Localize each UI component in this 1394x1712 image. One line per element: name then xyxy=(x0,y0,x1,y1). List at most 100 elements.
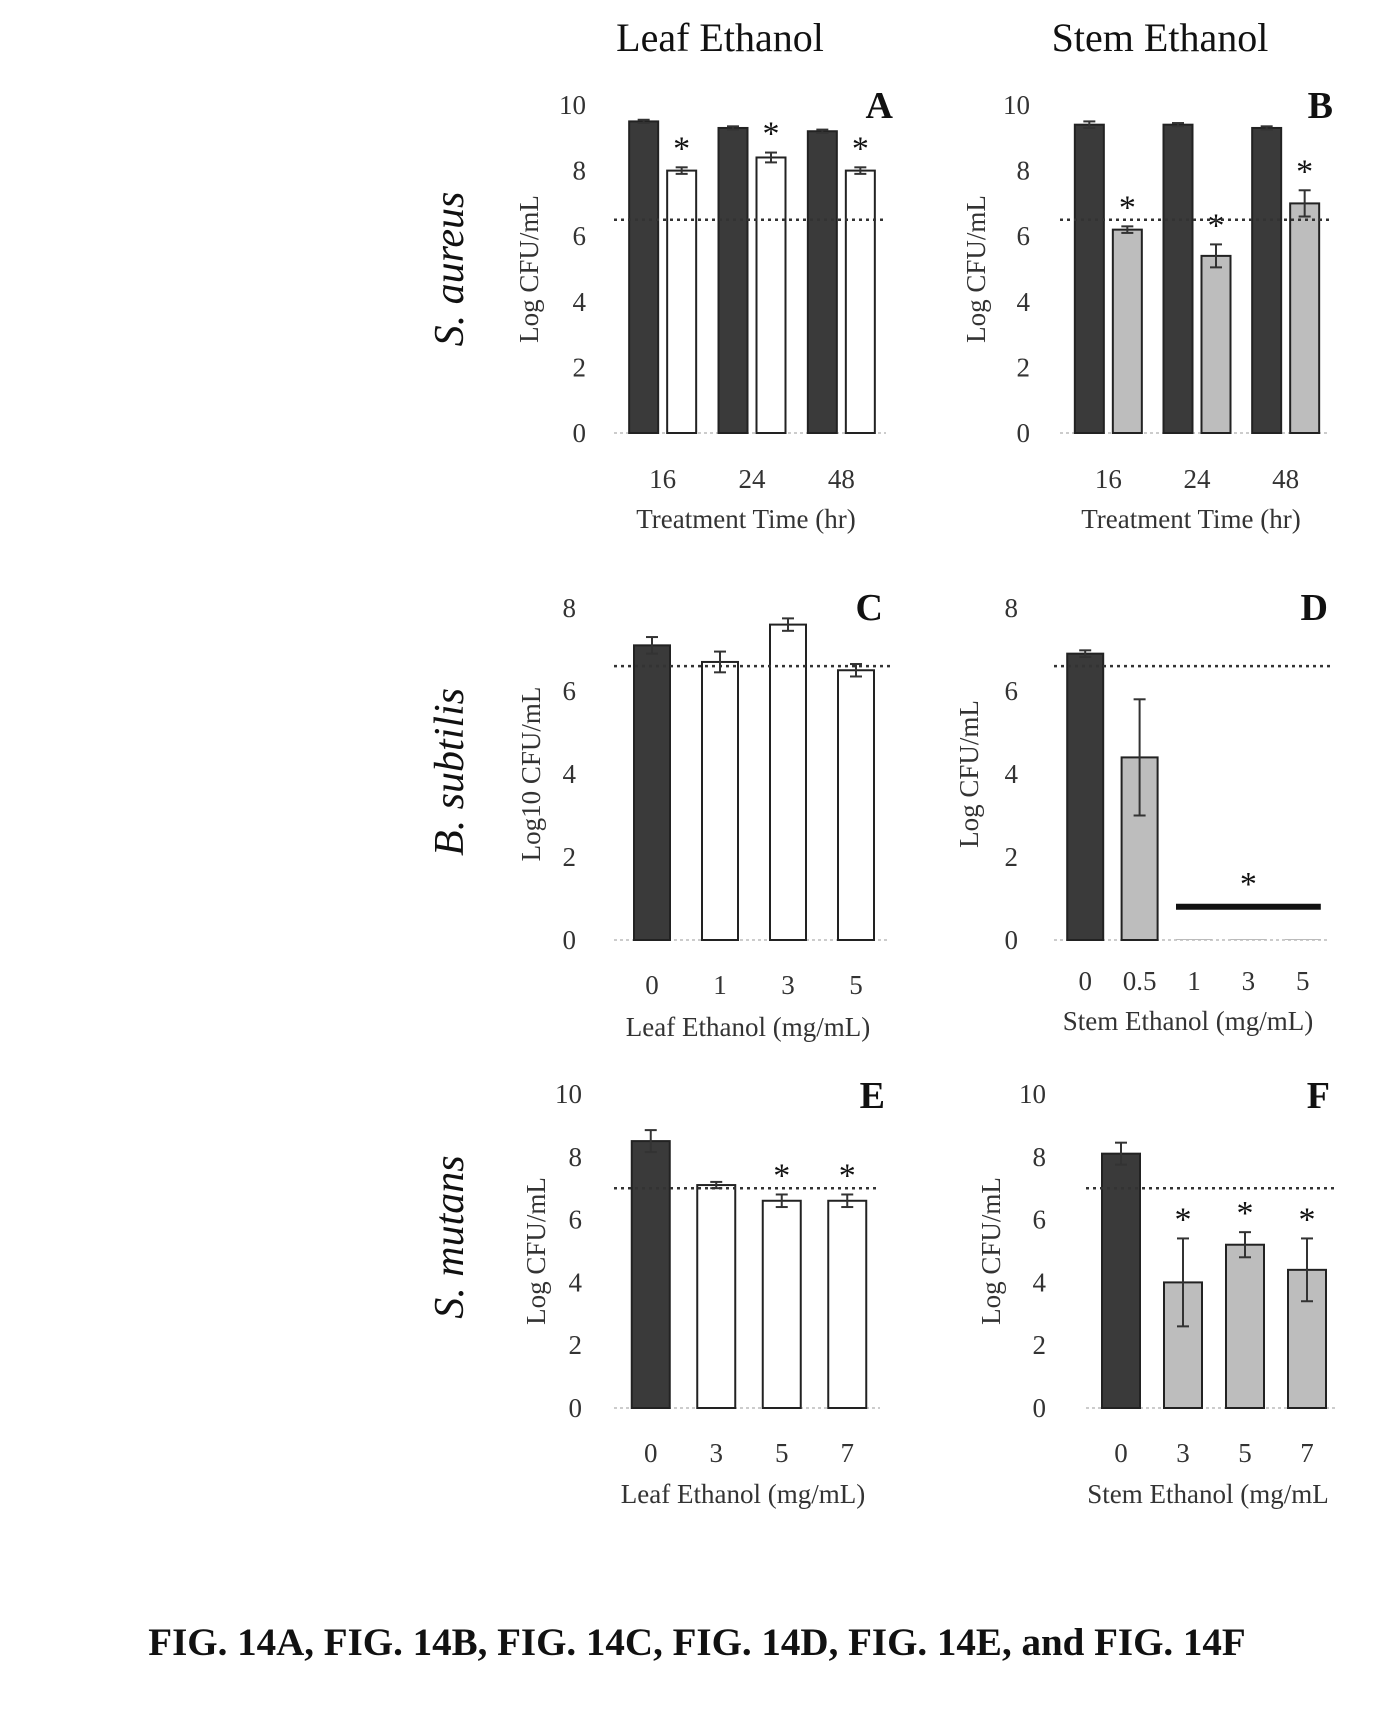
x-tick-label-1: 0.5 xyxy=(1123,966,1157,996)
x-tick-label-0: 0 xyxy=(1114,1438,1128,1468)
y-tick-label-5: 10 xyxy=(559,90,586,120)
y-tick-label-2: 4 xyxy=(563,759,577,789)
x-axis-label: Treatment Time (hr) xyxy=(636,504,856,534)
x-tick-label-1: 3 xyxy=(1176,1438,1190,1468)
y-tick-label-1: 2 xyxy=(1033,1330,1047,1360)
x-tick-label-0: 16 xyxy=(1095,464,1122,494)
bar-0 xyxy=(633,644,671,941)
y-tick-label-5: 10 xyxy=(1019,1079,1046,1109)
x-tick-label-1: 3 xyxy=(710,1438,724,1468)
x-tick-label-0: 0 xyxy=(644,1438,658,1468)
x-axis-label: Leaf Ethanol (mg/mL) xyxy=(626,1012,870,1042)
x-tick-label-1: 24 xyxy=(739,464,767,494)
x-axis-label: Treatment Time (hr) xyxy=(1081,504,1301,534)
column-title-stem: Stem Ethanol xyxy=(1051,15,1269,60)
significance-star-0: * xyxy=(673,130,690,167)
x-tick-label-1: 1 xyxy=(713,970,727,1000)
bar-1-0 xyxy=(1162,123,1194,435)
y-tick-label-1: 2 xyxy=(573,352,587,382)
bar-2 xyxy=(761,1199,802,1410)
y-tick-label-0: 0 xyxy=(573,418,587,448)
bar-3 xyxy=(1230,939,1267,940)
significance-star-2: * xyxy=(1237,1195,1254,1232)
panel-letter: F xyxy=(1307,1075,1330,1117)
bar-1-1 xyxy=(755,156,787,434)
bar-0 xyxy=(1101,1152,1141,1410)
y-tick-label-2: 4 xyxy=(1005,759,1019,789)
bar-2 xyxy=(1176,939,1212,940)
x-tick-label-4: 5 xyxy=(1296,966,1310,996)
panel-letter: A xyxy=(866,85,894,127)
significance-star-2: * xyxy=(852,130,869,167)
y-tick-label-2: 4 xyxy=(573,287,587,317)
y-tick-label-5: 10 xyxy=(1003,90,1030,120)
bar-1 xyxy=(701,660,739,941)
y-tick-label-4: 8 xyxy=(563,593,577,623)
x-tick-label-3: 7 xyxy=(841,1438,855,1468)
y-tick-label-2: 4 xyxy=(1033,1267,1047,1297)
x-tick-label-2: 5 xyxy=(775,1438,789,1468)
x-tick-label-0: 0 xyxy=(1078,966,1092,996)
y-tick-label-0: 0 xyxy=(563,925,577,955)
x-axis-label: Leaf Ethanol (mg/mL) xyxy=(621,1479,865,1509)
x-axis-label: Stem Ethanol (mg/mL xyxy=(1087,1479,1328,1509)
x-tick-label-1: 24 xyxy=(1184,464,1212,494)
y-tick-label-1: 2 xyxy=(1005,842,1019,872)
bar-4 xyxy=(1284,939,1321,940)
y-axis-label: Log10 CFU/mL xyxy=(516,687,546,862)
y-tick-label-5: 10 xyxy=(555,1079,582,1109)
y-axis-label: Log CFU/mL xyxy=(954,700,984,848)
x-tick-label-2: 48 xyxy=(1272,464,1299,494)
y-tick-label-3: 6 xyxy=(573,221,587,251)
bar-2 xyxy=(1225,1243,1265,1409)
figure-caption: FIG. 14A, FIG. 14B, FIG. 14C, FIG. 14D, … xyxy=(148,1621,1246,1664)
y-tick-label-0: 0 xyxy=(1017,418,1031,448)
y-tick-label-1: 2 xyxy=(1017,352,1031,382)
bar-2-0 xyxy=(1251,126,1283,435)
y-tick-label-0: 0 xyxy=(1005,925,1019,955)
y-tick-label-2: 4 xyxy=(1017,287,1031,317)
y-axis-label: Log CFU/mL xyxy=(976,1177,1006,1325)
x-tick-label-0: 16 xyxy=(649,464,676,494)
significance-star-1: * xyxy=(1208,207,1225,244)
significance-star-3: * xyxy=(839,1157,856,1194)
bar-2-1 xyxy=(1289,202,1321,434)
y-tick-label-4: 8 xyxy=(1005,593,1019,623)
y-tick-label-3: 6 xyxy=(1005,676,1019,706)
y-axis-label: Log CFU/mL xyxy=(514,195,544,343)
x-tick-label-0: 0 xyxy=(645,970,659,1000)
significance-star: * xyxy=(1240,866,1257,903)
column-title-leaf: Leaf Ethanol xyxy=(616,15,824,60)
y-tick-label-2: 4 xyxy=(569,1267,583,1297)
panel-letter: D xyxy=(1301,587,1328,629)
y-tick-label-0: 0 xyxy=(1033,1393,1047,1423)
significance-star-2: * xyxy=(1296,153,1313,190)
x-tick-label-3: 3 xyxy=(1242,966,1256,996)
y-tick-label-4: 8 xyxy=(569,1142,583,1172)
bar-0-1 xyxy=(666,169,698,434)
panel-letter: E xyxy=(860,1075,885,1117)
x-tick-label-2: 5 xyxy=(1238,1438,1252,1468)
bar-0 xyxy=(1066,652,1105,942)
panel-letter: C xyxy=(856,587,883,629)
bar-0-0 xyxy=(1073,123,1105,435)
bar-1-0 xyxy=(717,126,749,435)
y-tick-label-3: 6 xyxy=(569,1205,583,1235)
x-tick-label-3: 5 xyxy=(849,970,863,1000)
significance-star-1: * xyxy=(1175,1201,1192,1238)
bar-0-1 xyxy=(1111,228,1143,434)
y-tick-label-3: 6 xyxy=(1033,1205,1047,1235)
y-tick-label-4: 8 xyxy=(1033,1142,1047,1172)
y-axis-label: Log CFU/mL xyxy=(961,195,991,343)
y-tick-label-4: 8 xyxy=(1017,156,1031,186)
x-tick-label-2: 48 xyxy=(828,464,855,494)
significance-star-1: * xyxy=(763,116,780,153)
bar-3 xyxy=(837,669,875,941)
x-tick-label-3: 7 xyxy=(1300,1438,1314,1468)
x-axis-label: Stem Ethanol (mg/mL) xyxy=(1063,1006,1313,1036)
x-tick-label-2: 1 xyxy=(1187,966,1201,996)
